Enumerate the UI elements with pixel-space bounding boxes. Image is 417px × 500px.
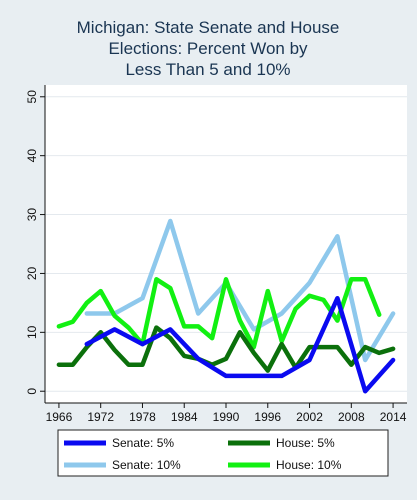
y-tick-label: 10 bbox=[25, 325, 39, 339]
legend-box bbox=[57, 429, 389, 477]
legend-label: Senate: 10% bbox=[112, 458, 181, 472]
x-tick-label: 2002 bbox=[296, 410, 323, 424]
series-lines bbox=[56, 218, 396, 394]
y-tick-label: 0 bbox=[25, 388, 39, 395]
series-line-senate-10 bbox=[84, 218, 396, 363]
y-tick-label: 40 bbox=[25, 149, 39, 163]
x-tick-label: 1972 bbox=[87, 410, 114, 424]
x-tick-label: 1984 bbox=[171, 410, 198, 424]
chart-title-line-1: Michigan: State Senate and House bbox=[77, 18, 340, 37]
legend: Senate: 5% House: 5% Senate: 10% House: 10% bbox=[64, 436, 342, 472]
plot-area bbox=[45, 85, 407, 403]
series-line-house-5 bbox=[56, 325, 396, 373]
x-tick-label: 1966 bbox=[46, 410, 73, 424]
x-tick-label: 1990 bbox=[213, 410, 240, 424]
chart-title-line-3: Less Than 5 and 10% bbox=[125, 60, 290, 79]
chart-title-line-2: Elections: Percent Won by bbox=[108, 39, 308, 58]
x-tick-label: 2008 bbox=[338, 410, 365, 424]
series-line-senate-5 bbox=[84, 295, 396, 394]
x-tick-label: 1996 bbox=[254, 410, 281, 424]
series-line-house-10 bbox=[56, 277, 382, 350]
y-tick-label: 20 bbox=[25, 266, 39, 280]
legend-label: House: 5% bbox=[276, 436, 335, 450]
legend-label: Senate: 5% bbox=[112, 436, 174, 450]
x-tick-label: 2014 bbox=[380, 410, 407, 424]
axes: 0 10 20 30 40 50 1966 1972 1978 1984 1990 1996 2002 2… bbox=[25, 85, 407, 424]
y-tick-label: 50 bbox=[25, 90, 39, 104]
x-tick-label: 1978 bbox=[129, 410, 156, 424]
legend-label: House: 10% bbox=[276, 458, 342, 472]
y-tick-label: 30 bbox=[25, 208, 39, 222]
